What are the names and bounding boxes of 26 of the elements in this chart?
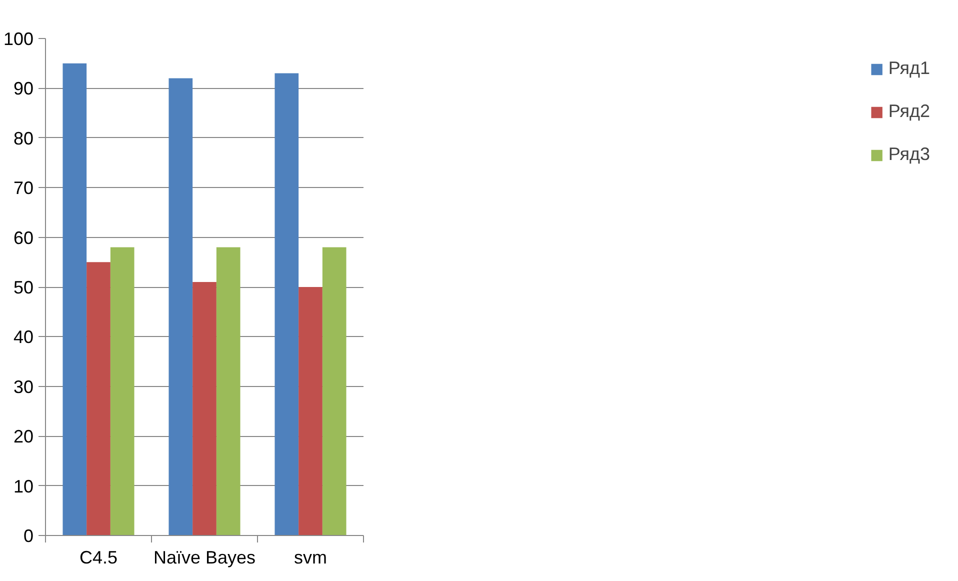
y-tick-label: 100 xyxy=(3,29,34,49)
x-tick-label: Naïve Bayes xyxy=(153,548,256,568)
y-tick-label: 50 xyxy=(13,278,34,298)
bar xyxy=(192,282,216,536)
y-tick-label: 70 xyxy=(13,178,34,198)
y-tick-label: 60 xyxy=(13,228,34,248)
bar xyxy=(274,73,299,536)
x-tick-label: svm xyxy=(294,548,328,568)
y-tick-label: 30 xyxy=(13,376,34,397)
x-tick-label: C4.5 xyxy=(79,548,118,568)
legend-label: Ряд2 xyxy=(888,101,930,122)
bar xyxy=(322,247,346,536)
legend-label: Ряд1 xyxy=(888,58,930,79)
y-tick-label: 10 xyxy=(13,476,34,496)
bar xyxy=(86,262,110,536)
bar xyxy=(216,247,240,536)
bar xyxy=(62,63,87,536)
y-tick-label: 90 xyxy=(13,78,34,99)
bar xyxy=(168,78,193,536)
y-tick-label: 0 xyxy=(23,526,34,546)
legend-label: Ряд3 xyxy=(888,144,930,165)
bar xyxy=(110,247,134,536)
y-tick-label: 20 xyxy=(13,426,34,447)
y-tick-label: 40 xyxy=(13,327,34,348)
bar xyxy=(298,287,322,536)
y-tick-label: 80 xyxy=(13,128,34,148)
